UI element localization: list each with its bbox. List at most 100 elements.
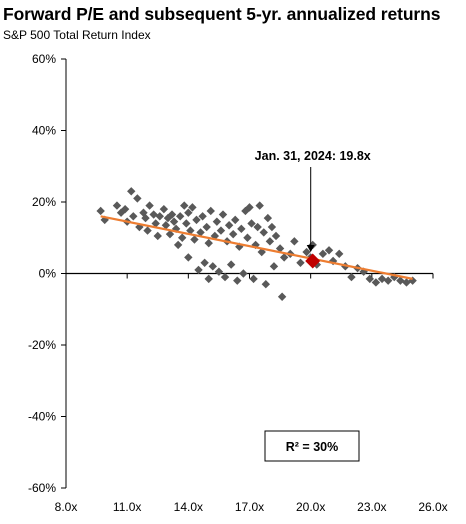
data-point [255, 201, 264, 210]
data-point [226, 260, 236, 269]
data-point [261, 280, 271, 289]
data-point [263, 213, 273, 223]
data-point [208, 262, 217, 271]
data-point [175, 212, 185, 221]
data-point [206, 206, 215, 216]
y-tick-label: -60% [28, 481, 56, 495]
data-point [239, 269, 248, 278]
data-point [188, 203, 197, 212]
data-point [302, 247, 311, 257]
data-point [259, 228, 268, 237]
data-point [335, 249, 344, 259]
data-point [265, 237, 275, 246]
data-point [277, 292, 287, 301]
data-point [190, 235, 199, 244]
data-point [143, 226, 152, 235]
data-point [296, 258, 305, 267]
data-point [245, 203, 254, 212]
data-point [112, 201, 122, 210]
data-point [153, 231, 162, 241]
y-axis: 60% 40% 20% 0% -20% -40% -60% [28, 52, 67, 495]
scatter-points [96, 187, 417, 301]
data-point [100, 215, 109, 225]
data-point [253, 222, 262, 232]
x-tick-label: 8.0x [55, 500, 78, 514]
x-axis: 8.0x 11.0x 14.0x 17.0x 20.0x 23.0x 26.0x [55, 272, 448, 514]
data-point [165, 229, 175, 239]
data-point [231, 215, 240, 225]
data-point [371, 278, 381, 287]
x-tick-label: 14.0x [174, 500, 203, 514]
data-point [202, 222, 211, 232]
data-point [198, 212, 207, 221]
data-point [204, 274, 213, 284]
data-point [275, 244, 285, 253]
data-point [216, 226, 226, 235]
y-tick-label: 60% [32, 52, 56, 66]
data-point [218, 210, 228, 219]
data-point [173, 240, 183, 250]
highlight-annotation: Jan. 31, 2024: 19.8x [255, 149, 371, 269]
data-point [290, 237, 299, 246]
r-squared-label: R² = 30% [286, 440, 338, 454]
data-point [249, 274, 258, 284]
y-tick-label: 0% [39, 267, 57, 281]
data-point [243, 233, 252, 242]
data-point [318, 249, 328, 259]
chart-subtitle: S&P 500 Total Return Index [3, 28, 151, 42]
data-point [214, 267, 224, 276]
data-point [200, 258, 209, 267]
highlight-point [305, 253, 321, 269]
data-point [402, 278, 411, 287]
data-point [383, 276, 393, 285]
trend-line [100, 215, 413, 280]
trend-line-segment [100, 215, 413, 280]
data-point [178, 233, 187, 242]
r-squared-box: R² = 30% [264, 430, 360, 462]
data-point [279, 253, 289, 262]
data-point [129, 212, 138, 221]
data-point [212, 217, 222, 226]
data-point [155, 212, 164, 221]
x-tick-label: 17.0x [235, 500, 264, 514]
y-tick-label: -40% [28, 410, 56, 424]
data-point [269, 262, 279, 271]
data-point [228, 229, 238, 239]
data-point [365, 274, 374, 284]
data-point [247, 219, 256, 228]
data-point [184, 208, 193, 217]
data-point [186, 226, 195, 235]
data-point [182, 219, 191, 228]
data-point [96, 206, 105, 216]
highlight-label: Jan. 31, 2024: 19.8x [255, 149, 371, 163]
data-point [159, 204, 169, 214]
x-tick-label: 20.0x [296, 500, 325, 514]
data-point [196, 228, 205, 237]
data-point [396, 276, 405, 285]
data-point [133, 194, 142, 203]
chart-title: Forward P/E and subsequent 5-yr. annuali… [3, 4, 441, 24]
data-point [271, 231, 281, 241]
data-point [237, 224, 246, 234]
data-point [167, 210, 177, 219]
data-point [169, 217, 179, 226]
data-point [161, 221, 171, 230]
data-point [180, 201, 189, 210]
data-point [141, 213, 150, 223]
r-squared-frame [264, 430, 360, 462]
data-point [151, 219, 160, 228]
x-tick-label: 11.0x [113, 500, 141, 514]
y-tick-label: 20% [32, 195, 56, 209]
data-point [224, 221, 234, 230]
data-point [192, 215, 201, 225]
data-point [120, 204, 130, 214]
data-point [194, 265, 203, 275]
data-point [267, 222, 277, 232]
annotation-arrow-head [306, 244, 315, 252]
x-tick-label: 26.0x [418, 500, 447, 514]
data-point [324, 246, 334, 255]
data-point [220, 272, 230, 282]
data-point [233, 276, 242, 285]
data-point [204, 238, 213, 248]
